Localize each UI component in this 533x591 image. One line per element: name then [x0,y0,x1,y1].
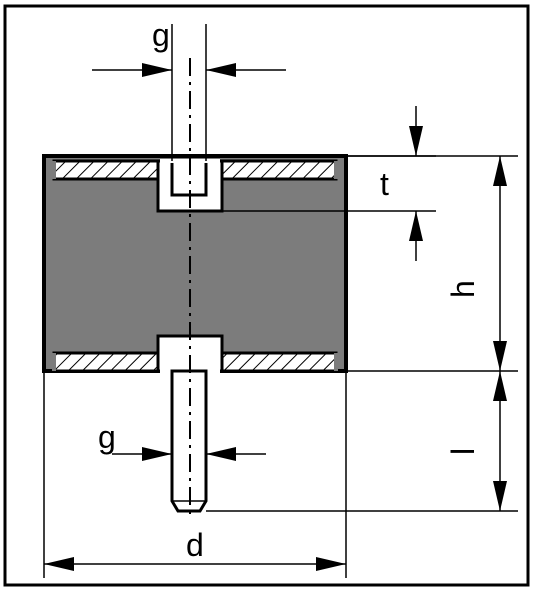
label-g-top: g [152,17,170,53]
label-t: t [380,166,389,202]
technical-drawing: g g d t h l [0,0,533,591]
label-g-bottom: g [98,419,116,455]
label-d: d [186,527,204,563]
label-l: l [445,448,481,455]
label-h: h [445,280,481,298]
